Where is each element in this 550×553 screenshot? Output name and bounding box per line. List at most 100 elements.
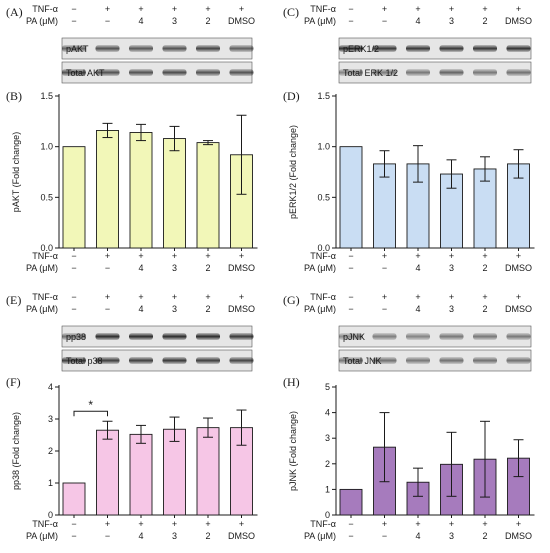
bar-f-1 <box>96 429 119 516</box>
blot-g-tnf-value-0: − <box>348 292 353 302</box>
blot-c-pa-value-4: 2 <box>482 16 487 26</box>
chart-f-tnf-value-4: + <box>205 519 210 529</box>
blot-a-pa-value-5: DMSO <box>228 16 255 26</box>
y-tick-label-d-3: 1.5 <box>317 91 330 101</box>
panel-letter-h: (H) <box>283 375 300 389</box>
panel-letter-d: (D) <box>283 89 300 103</box>
significance-bracket-f: * <box>73 398 108 417</box>
chart-d-pa-value-3: 3 <box>449 263 454 273</box>
chart-f-tnf-value-3: + <box>172 519 177 529</box>
chart-f-pa-value-4: 2 <box>205 531 210 541</box>
blot-a-tnf-value-0: − <box>71 4 76 14</box>
error-bar-d-4 <box>480 156 490 182</box>
blot-c-pa-value-5: DMSO <box>505 16 532 26</box>
chart-d-tnf-value-1: + <box>382 251 387 261</box>
bar-b-3 <box>163 138 186 249</box>
y-tick-label-b-0: 0.0 <box>40 243 53 253</box>
blot-a-pa-value-2: 4 <box>138 16 143 26</box>
chart-d-pa-value-2: 4 <box>415 263 420 273</box>
y-tick-label-f-0: 0 <box>48 510 53 520</box>
blot-c-pa-value-2: 4 <box>415 16 420 26</box>
blot-e-pa-value-3: 3 <box>172 304 177 314</box>
y-tick-label-b-1: 0.5 <box>40 192 53 202</box>
error-bar-h-2 <box>413 467 423 497</box>
chart-b-tnf-value-3: + <box>172 251 177 261</box>
chart-d-tnf-label: TNF-α <box>310 251 336 261</box>
y-tick-label-d-2: 1.0 <box>317 142 330 152</box>
chart-f-tnf-value-5: + <box>239 519 244 529</box>
panel-f-chart: (F) pp38 (Fold change) 0 1 2 3 4 * TNF-α − + + + + + PA… <box>6 375 258 541</box>
chart-d-tnf-value-3: + <box>449 251 454 261</box>
chart-h-tnf-label: TNF-α <box>310 519 336 529</box>
chart-f-pa-label: PA (μM) <box>26 531 58 541</box>
error-bar-b-5 <box>236 114 247 195</box>
panel-letter-g: (G) <box>283 293 300 307</box>
blot-c-tnf-value-1: + <box>382 4 387 14</box>
chart-h-pa-value-0: − <box>348 531 353 541</box>
blot-e-pa-value-0: − <box>71 304 76 314</box>
bar-f-2 <box>129 433 153 516</box>
blot-g-tnf-value-2: + <box>415 292 420 302</box>
error-bar-h-5 <box>513 439 524 478</box>
significance-label-f: * <box>88 398 93 412</box>
panel-letter-c: (C) <box>283 5 299 19</box>
blot-c-pa-value-3: 3 <box>449 16 454 26</box>
chart-f-pa-value-5: DMSO <box>228 531 255 541</box>
chart-b-pa-label: PA (μM) <box>26 263 58 273</box>
bar-d-0 <box>339 146 363 249</box>
blot-c-tnf-value-4: + <box>482 4 487 14</box>
panel-e-blot: (E)TNF-α−+++++PA (μM)−−432DMSOpp38Total … <box>6 292 255 372</box>
error-bar-b-4 <box>203 140 213 146</box>
chart-d-pa-value-1: − <box>382 263 387 273</box>
chart-b-pa-value-0: − <box>71 263 76 273</box>
error-bar-h-4 <box>480 420 490 498</box>
blot-e-tnf-value-2: + <box>138 292 143 302</box>
chart-h-pa-value-4: 2 <box>482 531 487 541</box>
bar-b-0 <box>62 146 86 249</box>
blot-e-tnf-value-0: − <box>71 292 76 302</box>
blot-c-tnf-value-2: + <box>415 4 420 14</box>
blot-a-tnf-value-2: + <box>138 4 143 14</box>
chart-f-pa-value-3: 3 <box>172 531 177 541</box>
blot-e-pa-value-4: 2 <box>205 304 210 314</box>
blot-c-pa-value-0: − <box>348 16 353 26</box>
blot-e-tnf-value-4: + <box>205 292 210 302</box>
chart-f-tnf-label: TNF-α <box>32 519 58 529</box>
y-tick-label-d-1: 0.5 <box>317 192 330 202</box>
chart-f-pa-value-2: 4 <box>138 531 143 541</box>
blot-a-pa-value-3: 3 <box>172 16 177 26</box>
blot-a-tnf-label: TNF-α <box>32 4 58 14</box>
error-bar-h-3 <box>446 431 457 497</box>
bar-f-4 <box>196 427 220 516</box>
blot-a-tnf-value-5: + <box>239 4 244 14</box>
chart-h-tnf-value-2: + <box>415 519 420 529</box>
blot-g-pa-value-1: − <box>382 304 387 314</box>
chart-h-pa-value-3: 3 <box>449 531 454 541</box>
blot-a-tnf-value-3: + <box>172 4 177 14</box>
bar-b-1 <box>96 130 119 249</box>
blot-g-tnf-value-1: + <box>382 292 387 302</box>
chart-d-tnf-value-0: − <box>348 251 353 261</box>
error-bar-b-3 <box>169 125 180 152</box>
y-tick-label-h-5: 5 <box>325 382 330 392</box>
chart-h-pa-label: PA (μM) <box>304 531 336 541</box>
bar-f-3 <box>163 428 186 516</box>
blot-e-pa-label: PA (μM) <box>26 304 58 314</box>
blot-a-pa-value-1: − <box>105 16 110 26</box>
blot-c-tnf-label: TNF-α <box>310 4 336 14</box>
error-bar-f-3 <box>169 416 180 442</box>
chart-b-pa-value-3: 3 <box>172 263 177 273</box>
blot-c-tnf-value-3: + <box>449 4 454 14</box>
chart-h-tnf-value-1: + <box>382 519 387 529</box>
blot-e-pa-value-5: DMSO <box>228 304 255 314</box>
error-bar-f-4 <box>203 417 213 438</box>
error-bar-b-1 <box>102 122 113 139</box>
chart-h-tnf-value-5: + <box>516 519 521 529</box>
chart-b-tnf-value-1: + <box>105 251 110 261</box>
chart-d-tnf-value-2: + <box>415 251 420 261</box>
bar-b-4 <box>196 142 220 249</box>
blot-a-tnf-value-1: + <box>105 4 110 14</box>
panel-letter-b: (B) <box>6 89 22 103</box>
blot-a-pa-label: PA (μM) <box>26 16 58 26</box>
